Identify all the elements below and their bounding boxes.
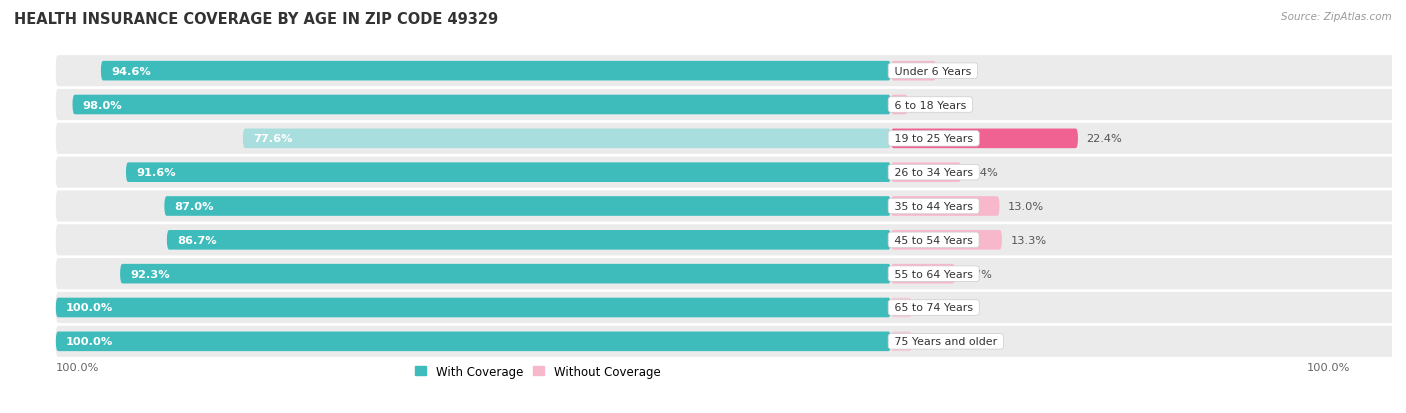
Text: 75 Years and older: 75 Years and older (891, 337, 1001, 347)
Text: 13.0%: 13.0% (1008, 202, 1043, 211)
Text: 7.7%: 7.7% (963, 269, 993, 279)
FancyBboxPatch shape (891, 62, 936, 81)
Text: 8.4%: 8.4% (969, 168, 998, 178)
Text: HEALTH INSURANCE COVERAGE BY AGE IN ZIP CODE 49329: HEALTH INSURANCE COVERAGE BY AGE IN ZIP … (14, 12, 498, 27)
Text: 6 to 18 Years: 6 to 18 Years (891, 100, 970, 110)
FancyBboxPatch shape (56, 157, 1406, 188)
Text: 100.0%: 100.0% (1306, 363, 1350, 373)
FancyBboxPatch shape (120, 264, 891, 284)
Text: 65 to 74 Years: 65 to 74 Years (891, 303, 977, 313)
FancyBboxPatch shape (56, 56, 1406, 87)
FancyBboxPatch shape (73, 95, 891, 115)
Legend: With Coverage, Without Coverage: With Coverage, Without Coverage (411, 360, 665, 383)
FancyBboxPatch shape (891, 197, 1000, 216)
FancyBboxPatch shape (56, 123, 1406, 154)
FancyBboxPatch shape (101, 62, 891, 81)
Text: 86.7%: 86.7% (177, 235, 217, 245)
Text: 100.0%: 100.0% (66, 303, 112, 313)
FancyBboxPatch shape (243, 129, 891, 149)
Text: 91.6%: 91.6% (136, 168, 176, 178)
Text: Under 6 Years: Under 6 Years (891, 66, 974, 76)
FancyBboxPatch shape (127, 163, 891, 183)
Text: 0.0%: 0.0% (920, 303, 949, 313)
Text: 87.0%: 87.0% (174, 202, 214, 211)
FancyBboxPatch shape (891, 332, 911, 351)
Text: 100.0%: 100.0% (56, 363, 100, 373)
Text: 2.0%: 2.0% (915, 100, 945, 110)
Text: 13.3%: 13.3% (1011, 235, 1046, 245)
Text: Source: ZipAtlas.com: Source: ZipAtlas.com (1281, 12, 1392, 22)
Text: 22.4%: 22.4% (1087, 134, 1122, 144)
Text: 45 to 54 Years: 45 to 54 Years (891, 235, 976, 245)
FancyBboxPatch shape (56, 292, 1406, 323)
FancyBboxPatch shape (891, 264, 955, 284)
FancyBboxPatch shape (165, 197, 891, 216)
FancyBboxPatch shape (56, 225, 1406, 256)
Text: 19 to 25 Years: 19 to 25 Years (891, 134, 977, 144)
FancyBboxPatch shape (56, 90, 1406, 121)
FancyBboxPatch shape (56, 326, 1406, 357)
Text: 35 to 44 Years: 35 to 44 Years (891, 202, 976, 211)
FancyBboxPatch shape (56, 259, 1406, 290)
FancyBboxPatch shape (56, 332, 891, 351)
Text: 98.0%: 98.0% (83, 100, 122, 110)
FancyBboxPatch shape (891, 129, 1078, 149)
Text: 5.4%: 5.4% (945, 66, 973, 76)
FancyBboxPatch shape (891, 298, 911, 318)
Text: 0.0%: 0.0% (920, 337, 949, 347)
Text: 100.0%: 100.0% (66, 337, 112, 347)
FancyBboxPatch shape (167, 230, 891, 250)
Text: 94.6%: 94.6% (111, 66, 150, 76)
FancyBboxPatch shape (891, 230, 1002, 250)
Text: 92.3%: 92.3% (131, 269, 170, 279)
Text: 77.6%: 77.6% (253, 134, 292, 144)
FancyBboxPatch shape (891, 95, 908, 115)
Text: 55 to 64 Years: 55 to 64 Years (891, 269, 976, 279)
FancyBboxPatch shape (891, 163, 962, 183)
Text: 26 to 34 Years: 26 to 34 Years (891, 168, 977, 178)
FancyBboxPatch shape (56, 298, 891, 318)
FancyBboxPatch shape (56, 191, 1406, 222)
